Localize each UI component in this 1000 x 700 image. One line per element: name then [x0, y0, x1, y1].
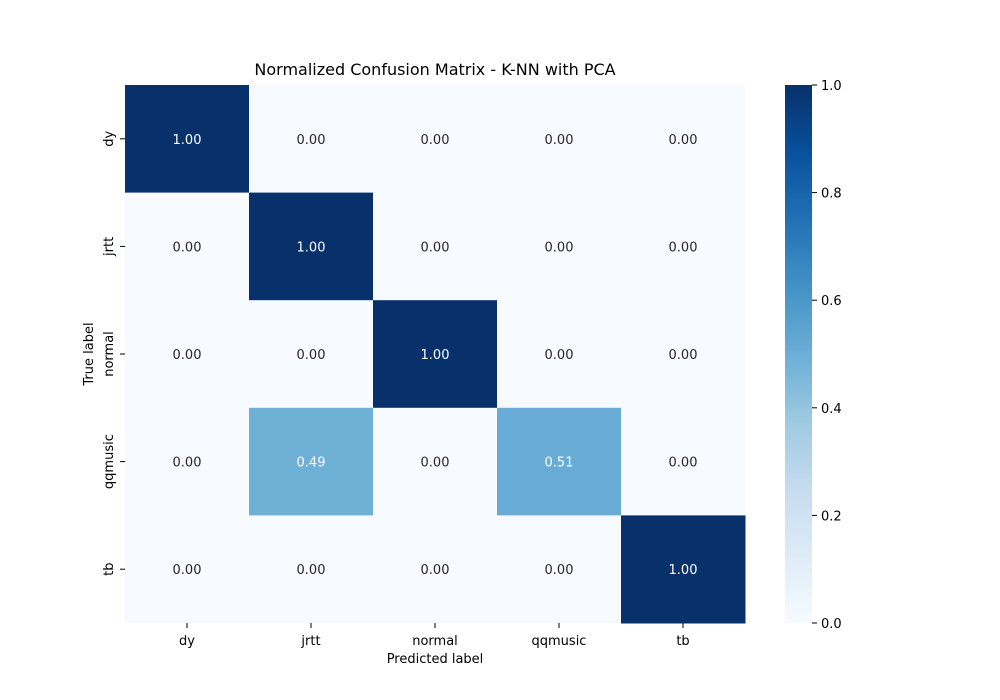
cell-value-label: 1.00	[669, 563, 698, 578]
cell-value-label: 0.00	[421, 240, 450, 255]
colorbar-tick-label: 0.6	[821, 294, 842, 309]
heatmap-cell-jrtt-normal	[373, 192, 498, 301]
cell-value-label: 0.00	[297, 563, 326, 578]
y-tick-label: qqmusic	[102, 434, 117, 489]
colorbar-ticks: 0.0 0.2 0.4 0.6 0.8 1.0	[812, 79, 842, 632]
heatmap-cell-dy-qqmusic	[497, 85, 622, 194]
cell-value-labels: 1.00 0.00 0.00 0.00 0.00 0.00 1.00 0.00 0.00 0.00…	[173, 133, 698, 578]
heatmap-cell-dy-jrtt	[249, 85, 374, 194]
heatmap-cell-tb-qqmusic	[497, 515, 622, 624]
colorbar	[785, 85, 812, 623]
heatmap-cell-jrtt-jrtt	[249, 192, 374, 301]
cell-value-label: 0.49	[297, 456, 326, 471]
heatmap-cell-normal-qqmusic	[497, 300, 622, 409]
colorbar-tick-label: 0.8	[821, 187, 842, 202]
heatmap-cell-jrtt-dy	[125, 192, 250, 301]
cell-value-label: 0.00	[545, 348, 574, 363]
heatmap-cell-dy-dy	[125, 85, 250, 194]
x-axis-label: Predicted label	[387, 652, 484, 667]
cell-value-label: 0.00	[421, 133, 450, 148]
heatmap-cell-qqmusic-qqmusic	[497, 407, 622, 516]
y-axis-label: True label	[82, 322, 97, 386]
heatmap-cell-jrtt-qqmusic	[497, 192, 622, 301]
x-tick-label: dy	[179, 634, 195, 649]
heatmap-cell-tb-normal	[373, 515, 498, 624]
heatmap-cell-dy-tb	[621, 85, 746, 194]
heatmap-cell-qqmusic-normal	[373, 407, 498, 516]
heatmap-cells	[125, 85, 746, 624]
cell-value-label: 0.00	[669, 133, 698, 148]
y-tick-label: normal	[102, 331, 117, 377]
x-tick-label: qqmusic	[532, 634, 587, 649]
heatmap-cell-normal-jrtt	[249, 300, 374, 409]
chart-title: Normalized Confusion Matrix - K-NN with …	[254, 60, 615, 79]
colorbar-tick-label: 0.4	[821, 402, 842, 417]
heatmap-cell-jrtt-tb	[621, 192, 746, 301]
cell-value-label: 0.00	[173, 456, 202, 471]
cell-value-label: 1.00	[421, 348, 450, 363]
cell-value-label: 0.00	[669, 348, 698, 363]
heatmap-cell-tb-tb	[621, 515, 746, 624]
colorbar-tick-label: 0.0	[821, 617, 842, 632]
x-tick-label: jrtt	[300, 634, 320, 649]
heatmap-cell-dy-normal	[373, 85, 498, 194]
cell-value-label: 0.51	[545, 456, 574, 471]
heatmap-cell-qqmusic-dy	[125, 407, 250, 516]
x-tick-label: normal	[412, 634, 458, 649]
x-tick-label: tb	[676, 634, 689, 649]
cell-value-label: 0.00	[173, 240, 202, 255]
cell-value-label: 0.00	[173, 348, 202, 363]
y-tick-label: jrtt	[102, 237, 117, 257]
y-axis-ticks: dy jrtt normal qqmusic tb	[102, 131, 125, 576]
heatmap-cell-normal-normal	[373, 300, 498, 409]
colorbar-tick-label: 0.2	[821, 509, 842, 524]
cell-value-label: 0.00	[669, 240, 698, 255]
heatmap-cell-normal-dy	[125, 300, 250, 409]
cell-value-label: 0.00	[297, 133, 326, 148]
heatmap-cell-qqmusic-tb	[621, 407, 746, 516]
x-axis-ticks: dy jrtt normal qqmusic tb	[179, 623, 690, 649]
cell-value-label: 1.00	[297, 240, 326, 255]
heatmap-cell-tb-dy	[125, 515, 250, 624]
cell-value-label: 0.00	[669, 456, 698, 471]
cell-value-label: 0.00	[545, 133, 574, 148]
cell-value-label: 1.00	[173, 133, 202, 148]
heatmap-cell-normal-tb	[621, 300, 746, 409]
cell-value-label: 0.00	[173, 563, 202, 578]
y-tick-label: dy	[102, 131, 117, 147]
heatmap-cell-tb-jrtt	[249, 515, 374, 624]
heatmap-cell-qqmusic-jrtt	[249, 407, 374, 516]
cell-value-label: 0.00	[545, 240, 574, 255]
cell-value-label: 0.00	[421, 563, 450, 578]
cell-value-label: 0.00	[421, 456, 450, 471]
y-tick-label: tb	[102, 563, 117, 576]
cell-value-label: 0.00	[545, 563, 574, 578]
cell-value-label: 0.00	[297, 348, 326, 363]
colorbar-tick-label: 1.0	[821, 79, 842, 94]
